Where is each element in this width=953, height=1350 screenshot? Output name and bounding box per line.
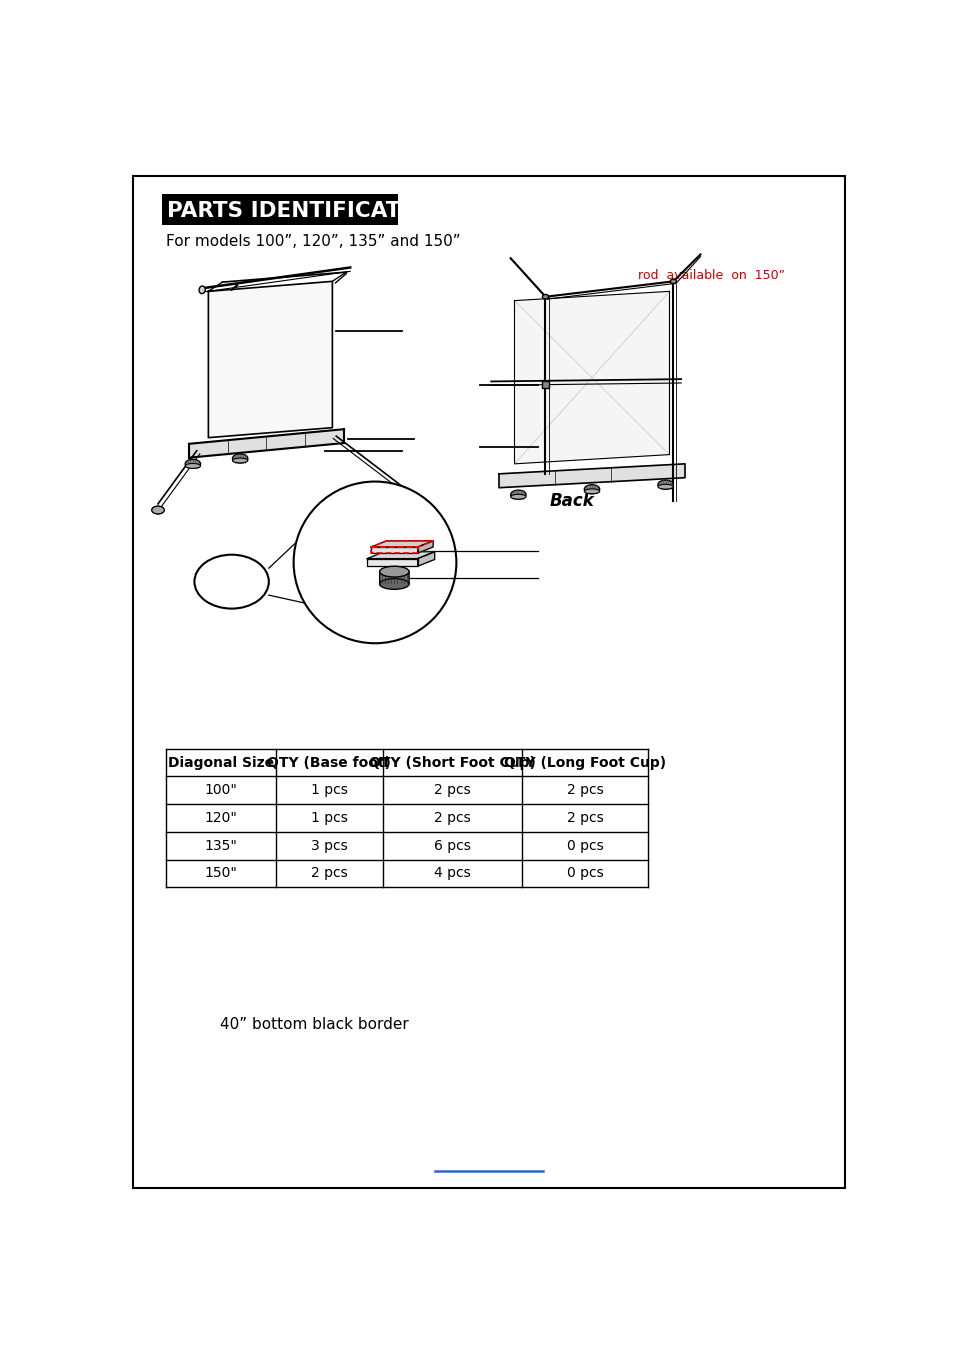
Text: PARTS IDENTIFICATION:: PARTS IDENTIFICATION: — [167, 201, 454, 220]
Text: 4 pcs: 4 pcs — [434, 867, 471, 880]
Ellipse shape — [152, 506, 164, 514]
Text: 6 pcs: 6 pcs — [434, 838, 471, 853]
Text: 1 pcs: 1 pcs — [311, 783, 347, 798]
Text: 150": 150" — [204, 867, 237, 880]
Ellipse shape — [658, 485, 673, 489]
Ellipse shape — [185, 463, 200, 468]
Text: 0 pcs: 0 pcs — [566, 867, 602, 880]
Text: 2 pcs: 2 pcs — [566, 783, 602, 798]
Ellipse shape — [510, 494, 525, 499]
Ellipse shape — [194, 555, 269, 609]
Polygon shape — [208, 281, 332, 437]
Ellipse shape — [670, 279, 676, 284]
Ellipse shape — [379, 566, 409, 576]
Text: 0 pcs: 0 pcs — [566, 838, 602, 853]
Text: For models 100”, 120”, 135” and 150”: For models 100”, 120”, 135” and 150” — [166, 234, 460, 248]
Ellipse shape — [510, 490, 525, 500]
Text: Diagonal Size: Diagonal Size — [168, 756, 274, 770]
Text: 2 pcs: 2 pcs — [566, 811, 602, 825]
Text: 100": 100" — [204, 783, 237, 798]
Text: 2 pcs: 2 pcs — [434, 811, 471, 825]
Text: 3 pcs: 3 pcs — [311, 838, 347, 853]
Ellipse shape — [379, 579, 409, 590]
Polygon shape — [514, 292, 669, 464]
Polygon shape — [417, 552, 435, 566]
Polygon shape — [189, 429, 344, 458]
Ellipse shape — [233, 458, 248, 463]
Ellipse shape — [185, 459, 200, 468]
Ellipse shape — [199, 286, 205, 294]
Ellipse shape — [152, 506, 164, 514]
Text: 2 pcs: 2 pcs — [311, 867, 347, 880]
Text: 135": 135" — [204, 838, 237, 853]
Ellipse shape — [233, 454, 248, 463]
Ellipse shape — [542, 294, 548, 300]
Text: rod  available  on  150”: rod available on 150” — [638, 270, 784, 282]
Polygon shape — [417, 541, 433, 554]
Text: Back: Back — [549, 491, 594, 510]
Polygon shape — [367, 559, 417, 566]
Text: QTY (Base foot): QTY (Base foot) — [267, 756, 391, 770]
Text: QTY (Long Foot Cup): QTY (Long Foot Cup) — [503, 756, 665, 770]
Bar — [162, 194, 397, 225]
Polygon shape — [367, 552, 435, 559]
Polygon shape — [371, 547, 417, 553]
Bar — [541, 381, 549, 389]
Circle shape — [294, 482, 456, 643]
FancyBboxPatch shape — [379, 571, 409, 585]
Text: 40” bottom black border: 40” bottom black border — [220, 1017, 408, 1031]
Ellipse shape — [584, 489, 599, 494]
Text: 1 pcs: 1 pcs — [311, 811, 347, 825]
Polygon shape — [498, 464, 684, 487]
Text: 2 pcs: 2 pcs — [434, 783, 471, 798]
Ellipse shape — [658, 481, 673, 489]
Text: QTY (Short Foot Cup): QTY (Short Foot Cup) — [369, 756, 536, 770]
Polygon shape — [371, 541, 433, 547]
Text: 120": 120" — [204, 811, 237, 825]
Ellipse shape — [584, 485, 599, 494]
